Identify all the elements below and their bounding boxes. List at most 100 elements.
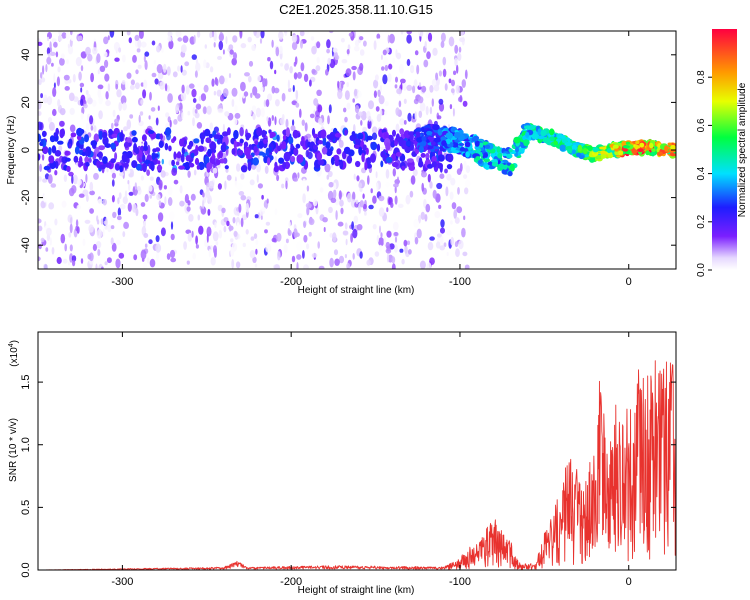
spectrogram-cell (211, 31, 215, 38)
spectrogram-cell (155, 235, 160, 243)
spectrogram-cell (287, 228, 291, 235)
spectrogram-cell (52, 108, 57, 117)
spectrogram-cell (353, 173, 356, 180)
spectrogram-cell (76, 204, 82, 210)
spectrogram-cell (341, 59, 348, 64)
spectrogram-cell (121, 80, 126, 85)
spectrogram-cell (373, 90, 377, 98)
spectrogram-cell (229, 49, 234, 55)
spectrogram-cell (287, 39, 291, 50)
spectrogram-cell (443, 242, 447, 247)
spectrogram-cell (425, 105, 429, 116)
spectrogram-cell (222, 131, 229, 137)
spectrogram-cell (180, 153, 185, 163)
spectrogram-cell (313, 98, 319, 106)
spectrogram-cell (242, 242, 246, 248)
spectrogram-cell (429, 85, 434, 93)
spectrogram-cell (76, 226, 80, 234)
spectrogram-cell (176, 151, 182, 159)
spectrogram-cell (184, 61, 190, 67)
spectrogram-cell (458, 239, 464, 250)
snr-y-multiplier-exponent: 4 (8, 343, 15, 347)
spectrogram-cell (140, 99, 144, 105)
spectrogram-cell (316, 41, 321, 49)
spectrogram-cell (223, 225, 227, 233)
spectrogram-cell (352, 71, 356, 81)
spectrogram-cell (200, 136, 204, 145)
spectrogram-signal-cell (484, 164, 490, 170)
spectrogram-cell (279, 117, 285, 126)
spectrogram-cell (456, 64, 459, 74)
spectrogram-cell (46, 96, 53, 106)
spectrogram-cell (158, 140, 164, 148)
spectrogram-cell (92, 47, 98, 55)
spectrogram-cell (200, 206, 207, 215)
spectrogram-cell (288, 221, 291, 227)
spectrogram-cell (410, 175, 416, 185)
spectrogram-cell (231, 99, 235, 107)
spectrogram-cell (123, 141, 129, 149)
spectrogram-cell (233, 230, 238, 237)
spectrogram-cell (370, 153, 376, 163)
spectrogram-cell (118, 101, 122, 112)
spectrogram-cell (351, 221, 354, 231)
spectrogram-cell (70, 217, 73, 225)
spectrogram-cell (240, 217, 244, 228)
spectrogram-cell (191, 230, 194, 238)
spectrogram-cell (275, 46, 280, 57)
spectrogram-cell (340, 207, 344, 215)
spectrogram-cell (412, 85, 416, 94)
spectrogram-signal-cell (432, 124, 440, 131)
spectrogram-cell (278, 157, 285, 164)
spectrogram-cell (296, 154, 304, 164)
spectrogram-signal-cell (487, 161, 493, 166)
spectrogram-cell (195, 235, 199, 245)
spectrogram-cell (410, 66, 415, 72)
spectrogram-cell (240, 43, 247, 49)
spectrogram-cell (412, 169, 418, 177)
spectrogram-cell (435, 72, 439, 81)
spectrogram-cell (329, 257, 334, 268)
snr-x-tick-label: -100 (449, 576, 471, 588)
spectrogram-cell (368, 100, 374, 110)
spectrogram-cell (193, 34, 196, 44)
spectrogram-cell (142, 89, 147, 99)
spectrogram-cell (104, 261, 108, 266)
spectrogram-cell (446, 229, 452, 236)
spectrogram-cell (61, 32, 67, 39)
spectrogram-cell (171, 159, 176, 167)
spectrogram-signal-cell (607, 152, 614, 159)
spectrogram-cell (131, 136, 138, 143)
spectrogram-cell (341, 82, 344, 89)
spectrogram-cell (73, 155, 79, 163)
spectrogram-cell (103, 36, 109, 45)
spectrogram-signal-cell (508, 148, 513, 153)
spectrogram-cell (247, 161, 252, 172)
spectrogram-cell (352, 191, 356, 202)
spectrogram-cell (350, 233, 353, 243)
spectrogram-signal-cell (542, 137, 551, 144)
spectrogram-cell (306, 243, 310, 250)
spectrogram-cell (40, 93, 43, 99)
spectrogram-cell (156, 251, 159, 262)
spectrogram-cell (386, 230, 392, 238)
spectrogram-cell (101, 266, 104, 269)
spectrogram-cell (401, 165, 406, 171)
spectrogram-cell (98, 145, 105, 151)
spectrogram-signal-cell (618, 150, 624, 156)
spectrogram-cell (227, 127, 231, 136)
spectrogram-cell (112, 109, 116, 117)
spectrogram-cell (352, 98, 356, 103)
spectrogram-cell (291, 41, 298, 51)
spectrogram-cell (311, 68, 316, 74)
spectrogram-cell (49, 47, 52, 53)
spectrogram-cell (393, 244, 398, 253)
spectrogram-cell (420, 31, 424, 37)
spectrogram-cell (96, 53, 101, 64)
spectrogram-cell (186, 206, 191, 212)
spectrogram-cell (450, 236, 455, 246)
spectrogram-cell (461, 227, 466, 238)
spectrogram-cell (143, 145, 148, 152)
spectrogram-cell (358, 182, 363, 189)
